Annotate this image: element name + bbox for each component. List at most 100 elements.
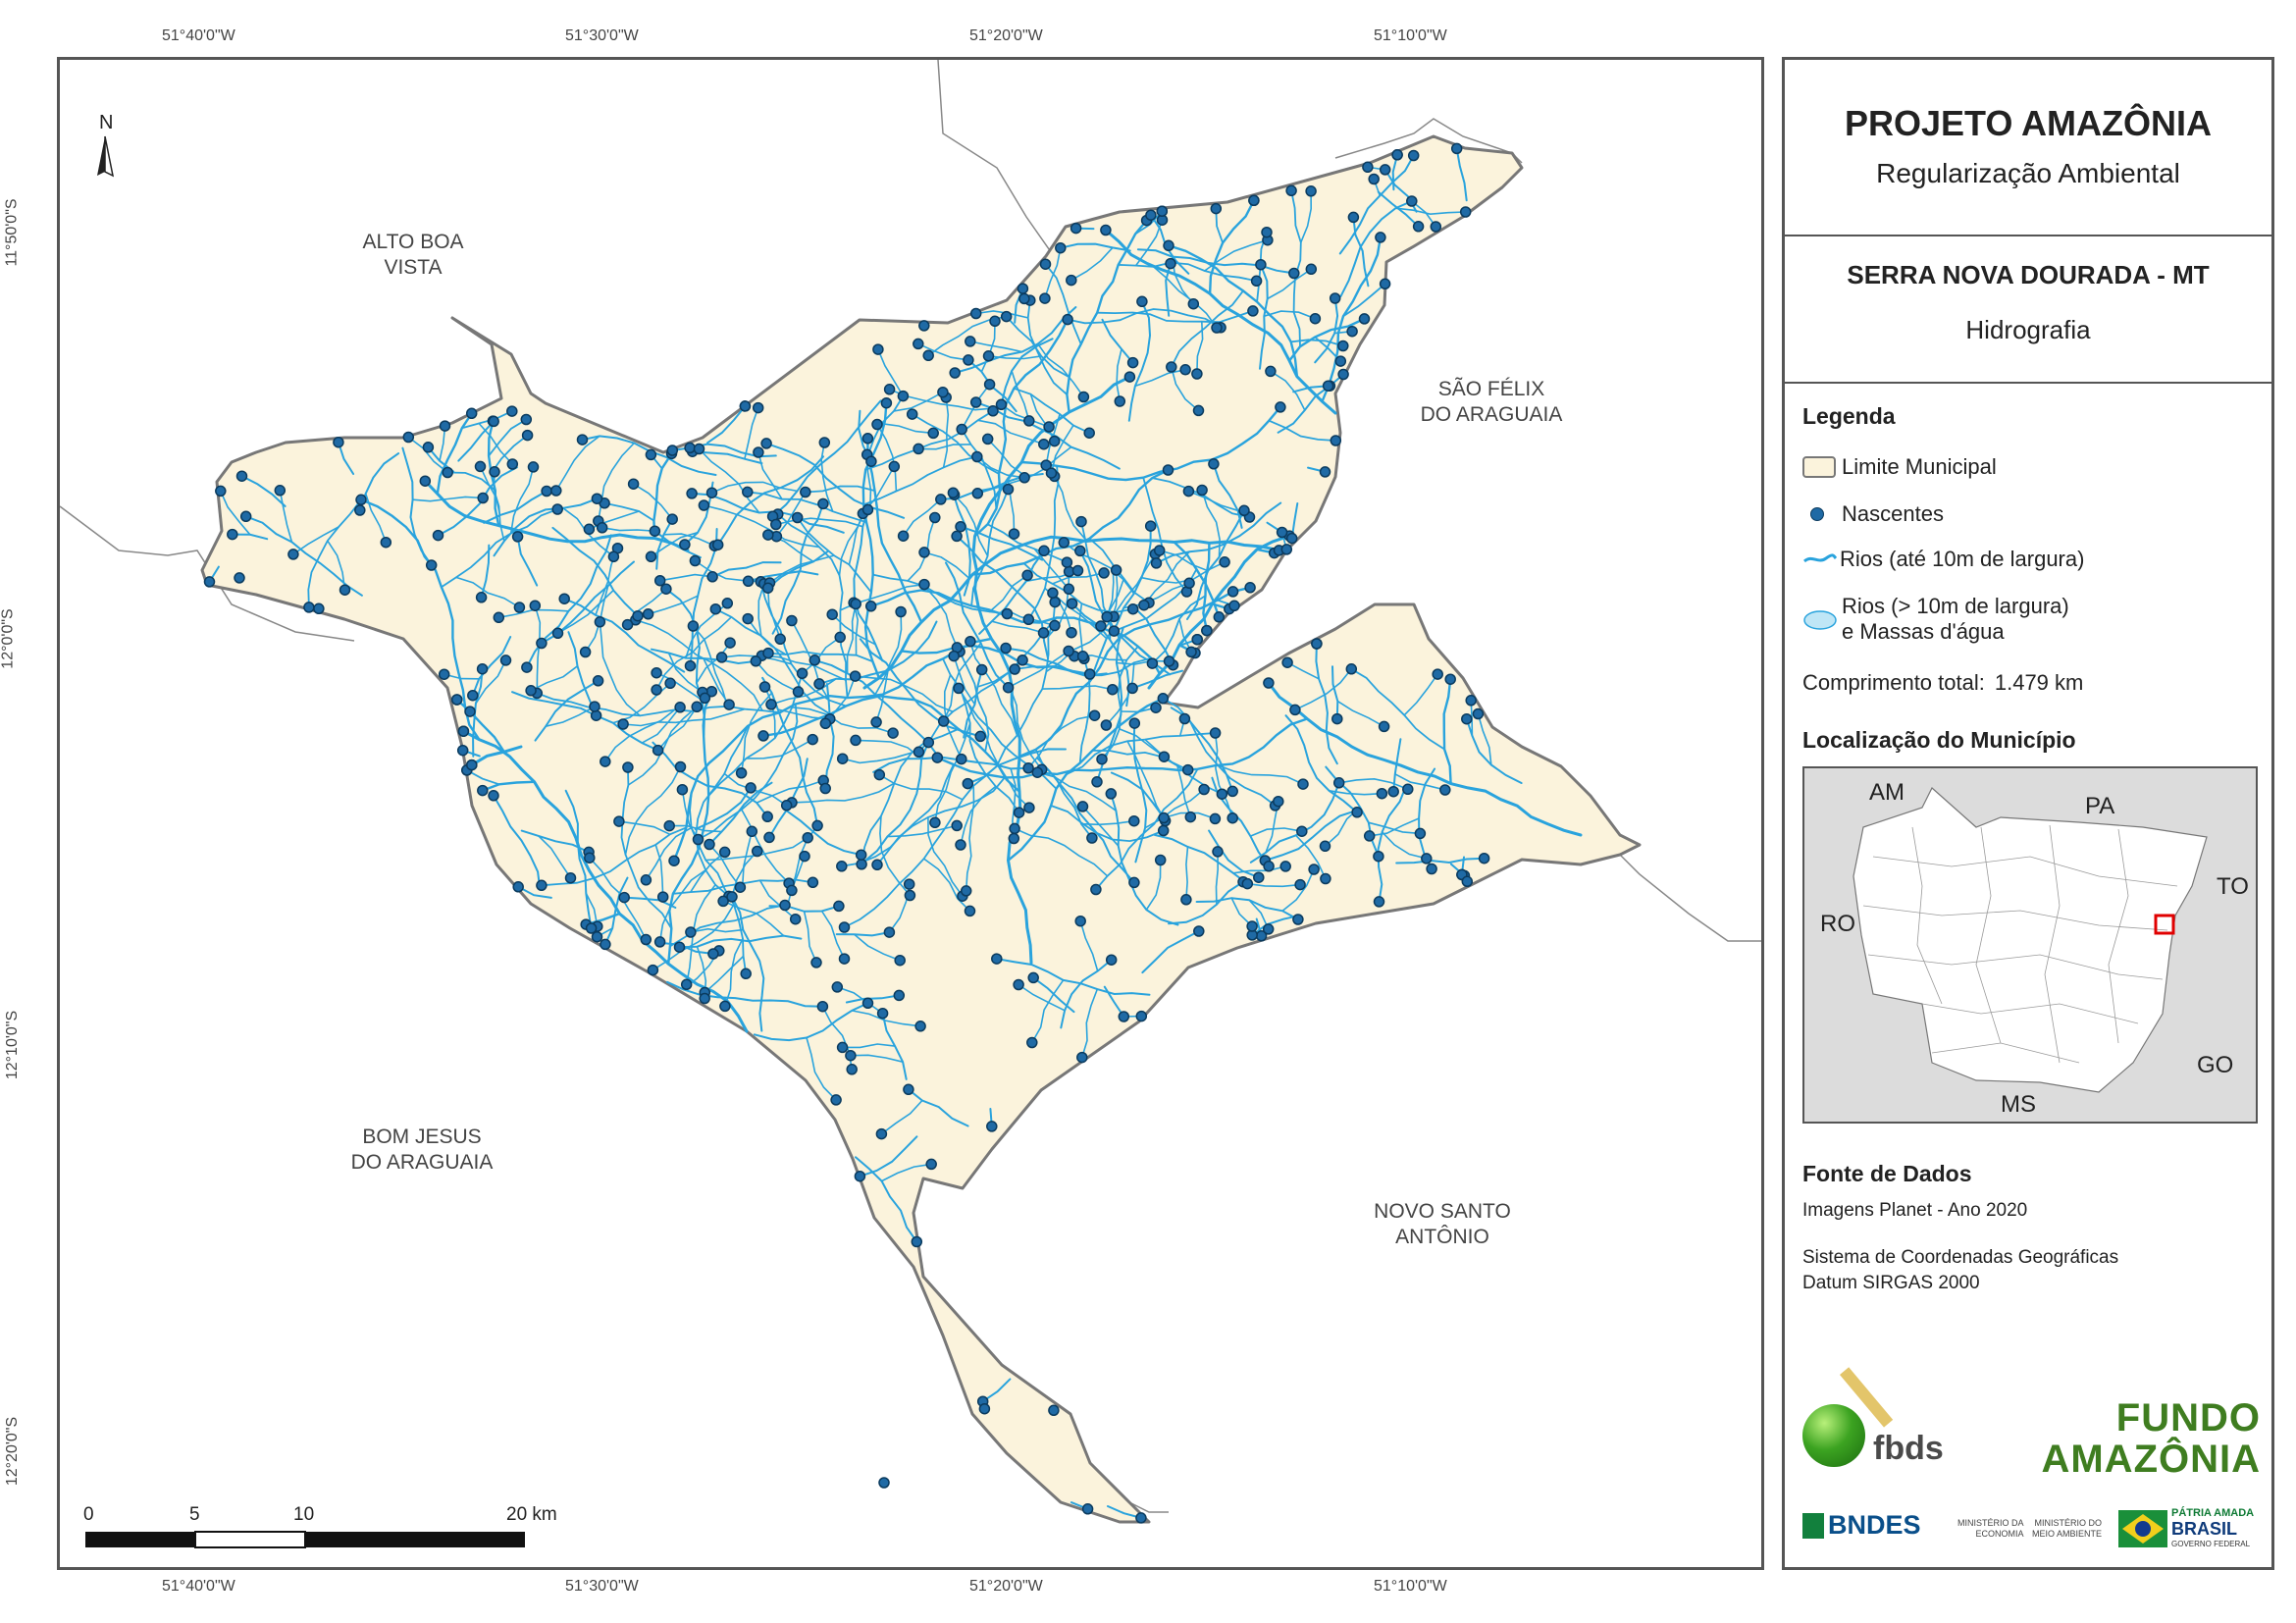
spring-point [955,839,966,851]
river-segment [846,602,857,675]
spring-point [1018,292,1030,305]
spring-point [1001,607,1014,620]
spring-point [960,885,972,897]
project-title: PROJETO AMAZÔNIA [1844,103,2213,143]
river-segment [1153,833,1249,885]
spring-point [1181,763,1194,776]
spring-point [1292,914,1304,925]
river-segment [986,438,1026,477]
spring-point [836,753,849,764]
river-segment [974,401,1121,470]
river-segment [760,654,847,681]
river-segment [480,544,491,599]
spring-point [949,367,961,379]
river-segment [475,659,507,705]
river-segment [722,900,785,937]
river-segment [1290,189,1302,348]
map-frame[interactable]: N 0 5 10 20 km [57,57,1764,1570]
river-segment [1195,897,1299,920]
spring-point [1178,712,1191,725]
spring-point [674,702,686,713]
spring-point [724,637,736,649]
spring-point [760,438,772,449]
river-segment [767,651,874,662]
river-segment [804,485,876,494]
spring-point [1009,663,1020,675]
river-segment [1294,834,1327,880]
spring-point [1031,766,1044,778]
river-segment [545,706,596,727]
spring-point [1192,404,1205,417]
legend-item-rios: Rios (até 10m de largura) [1802,547,2084,572]
spring-point [711,539,724,550]
spring-point [1430,221,1442,233]
state-to: TO [2217,873,2249,900]
spring-point [617,718,629,730]
spring-point [752,401,764,414]
location-inset-map[interactable]: AM PA TO RO GO MS [1802,766,2258,1124]
river-segment [220,490,251,536]
spring-point [789,913,802,925]
spring-point [1373,850,1384,863]
spring-point [757,730,769,742]
spring-point [1309,312,1322,325]
river-segment [710,481,799,494]
river-segment [806,1036,837,1101]
spring-point [1091,776,1103,788]
spring-point [1331,712,1343,725]
river-segment [724,937,744,1008]
river-segment [620,766,673,930]
river-segment [516,535,539,587]
spring-point [1265,365,1277,378]
spring-point [880,396,893,409]
river-segment [755,660,800,693]
river-segment [708,781,773,846]
spring-point [734,881,747,893]
fbds-logo: fbds [1800,1367,1967,1473]
map-canvas[interactable]: N 0 5 10 20 km [60,60,1761,1567]
spring-point [735,767,748,779]
legend-item-limite: Limite Municipal [1802,454,1997,480]
spring-point [956,423,967,436]
river-segment [836,986,884,1015]
spring-point [520,413,533,426]
river-segment [803,911,817,964]
river-segment [877,348,905,397]
spring-point [1183,577,1195,590]
spring-point [698,499,710,511]
river-segment [1270,370,1306,411]
state-go: GO [2197,1052,2233,1078]
spring-point [911,1235,923,1248]
river-segment [1144,788,1205,829]
spring-point [971,450,983,463]
spring-point [745,782,757,794]
spring-point [1153,545,1166,556]
spring-point [355,494,367,506]
spring-point [922,349,934,362]
spring-point [1135,1512,1147,1524]
spring-point [536,637,548,650]
river-segment [567,631,598,717]
spring-point [632,609,644,622]
spring-point [1184,811,1197,823]
river-segment [645,826,693,881]
spring-point [464,706,476,717]
river-segment [1036,771,1118,812]
river-segment [698,447,760,514]
river-segment [971,468,1170,576]
river-segment [1230,897,1253,927]
spring-point [850,734,861,747]
river-segment [600,527,656,532]
river-segment [880,1099,923,1135]
river-segment [756,779,824,804]
river-segment [1053,475,1086,540]
river-segment [1442,678,1452,785]
spring-point [1163,655,1175,667]
river-segment [1151,595,1207,664]
legend-item-massas: Rios (> 10m de largura) e Massas d'água [1802,594,2069,645]
spring-point [668,855,680,866]
spring-point [422,442,435,453]
river-segment [1267,681,1583,837]
spring-point [1179,364,1191,376]
springs-layer [203,142,1490,1524]
